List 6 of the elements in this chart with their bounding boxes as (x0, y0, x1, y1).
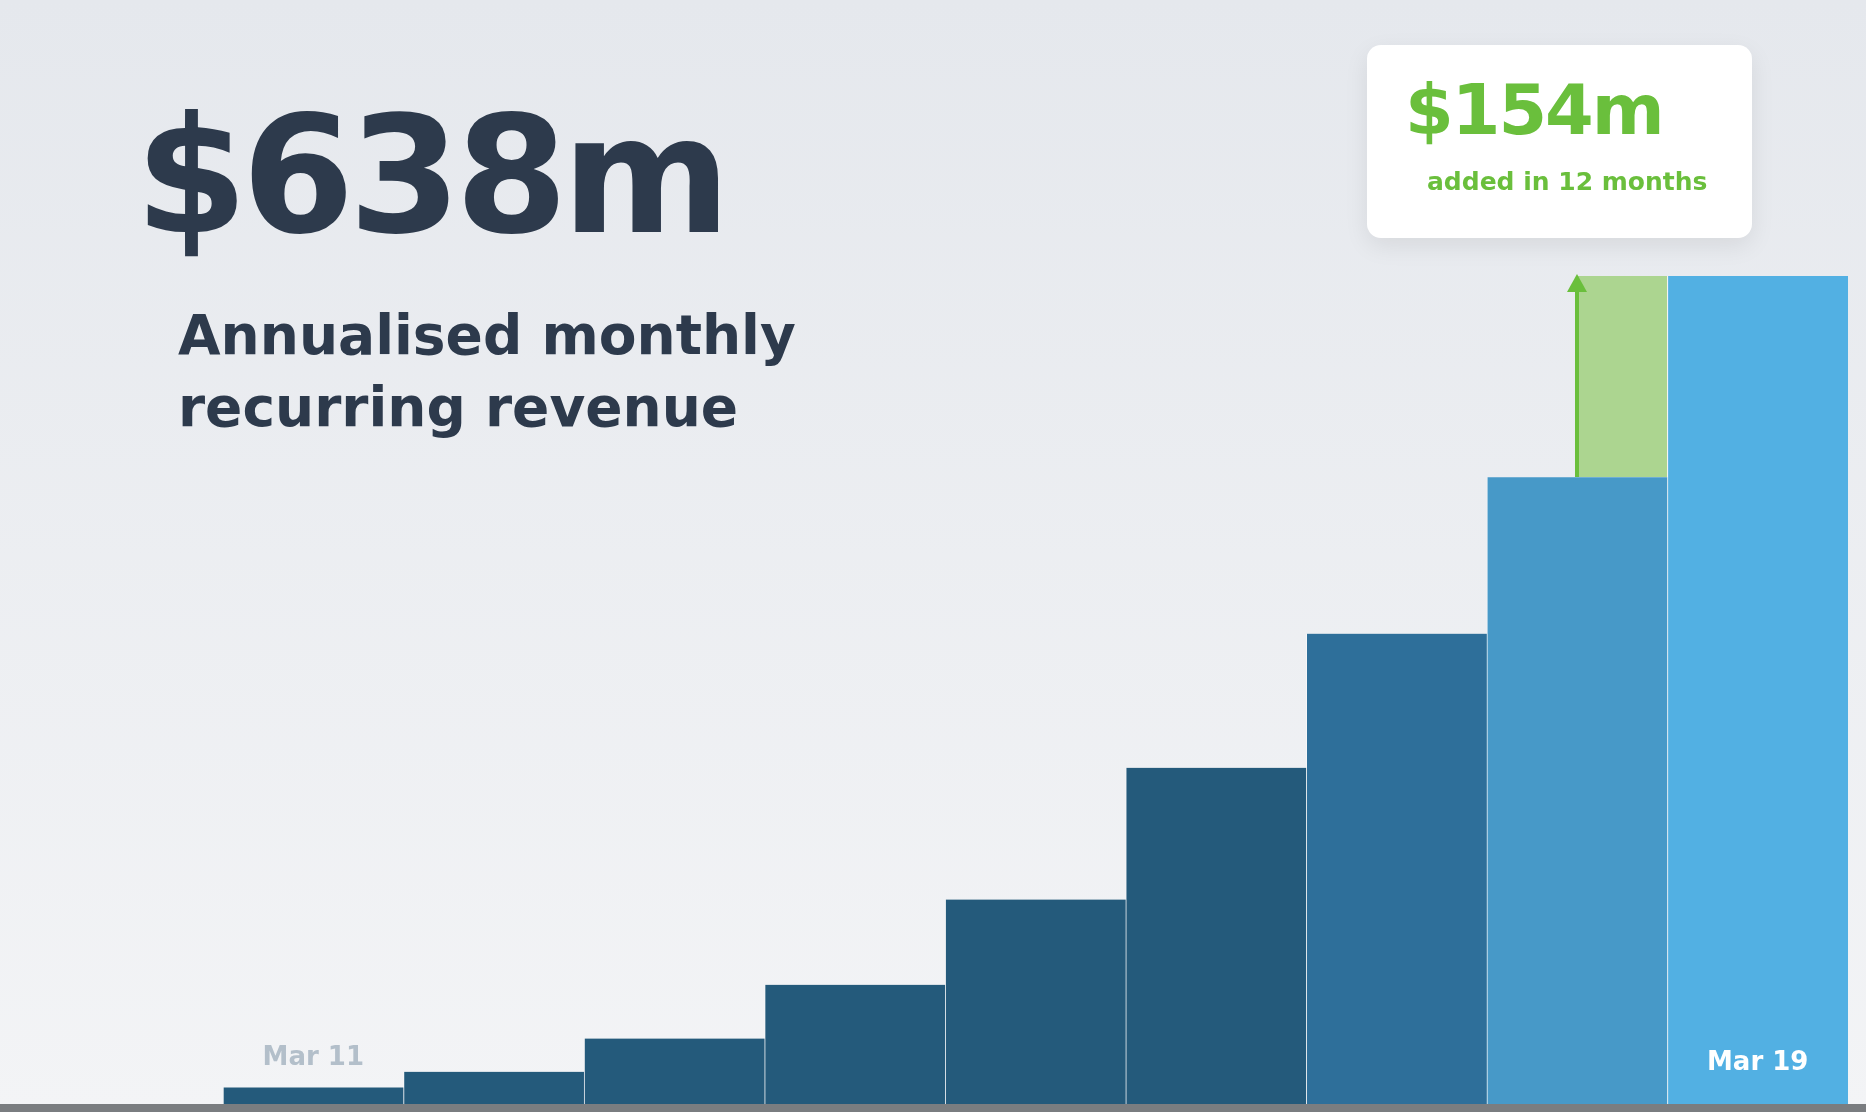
chart-title: $638m (135, 82, 725, 270)
text: Annualised monthly recurring revenue (178, 302, 797, 441)
x-tick-label: Mar 11 (262, 1041, 365, 1072)
text: $154m (1405, 69, 1663, 151)
text: added in 12 months (1427, 167, 1708, 196)
x-tick-label: Mar 19 (1706, 1046, 1809, 1076)
